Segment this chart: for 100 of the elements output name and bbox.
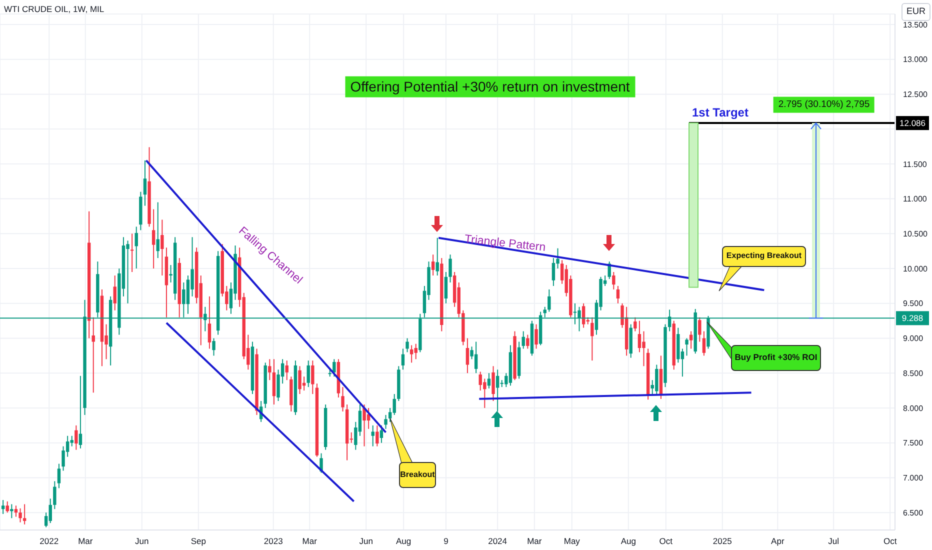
candlestick (376, 424, 379, 447)
candlestick (6, 500, 9, 514)
chart-title: WTI CRUDE OIL, 1W, MIL (4, 4, 104, 14)
y-tick-label: 12.500 (903, 90, 928, 100)
candlestick (298, 366, 302, 395)
candlestick (655, 364, 658, 395)
candlestick (380, 424, 384, 444)
annotation: Breakout (399, 462, 436, 488)
y-tick-label: 13.000 (903, 55, 928, 64)
candlestick (401, 348, 405, 370)
candlestick (492, 366, 495, 402)
x-tick-label: Mar (302, 536, 318, 546)
y-tick-label: 7.000 (903, 474, 924, 483)
annotation: 1st Target (692, 105, 748, 120)
candlestick (392, 394, 396, 416)
annotation: Buy Profit +30% ROI (731, 345, 821, 371)
candlestick (1, 500, 5, 514)
candlestick (53, 480, 56, 510)
candlestick (616, 285, 620, 304)
candlestick (208, 296, 212, 350)
candlestick (74, 424, 78, 450)
candlestick (371, 424, 374, 447)
candlestick (130, 233, 134, 272)
x-tick-label: Sep (190, 536, 206, 546)
candlestick (156, 202, 160, 259)
x-tick-label: Jun (135, 536, 150, 546)
candlestick (410, 344, 414, 364)
x-tick-label: 2023 (264, 536, 284, 546)
y-tick-label: 6.500 (903, 508, 924, 518)
candlestick (134, 226, 138, 270)
candlestick (685, 338, 688, 356)
candlestick (436, 237, 439, 276)
candlestick (126, 240, 130, 304)
x-tick-label: Jun (359, 536, 374, 546)
y-tick-label: 11.000 (903, 194, 928, 204)
candlestick (10, 504, 14, 519)
annotation: Triangle Pattern (464, 233, 546, 255)
x-tick-label: 2022 (40, 536, 59, 546)
candlestick (496, 369, 500, 412)
candlestick (48, 498, 52, 524)
candlestick (143, 160, 147, 206)
candlestick (332, 358, 336, 378)
candlestick (612, 272, 616, 290)
x-tick-label: May (564, 536, 581, 546)
candlestick (582, 302, 586, 328)
y-tick-label: 10.500 (903, 229, 928, 238)
candlestick (160, 219, 164, 276)
candlestick (113, 274, 116, 311)
candlestick (22, 504, 26, 525)
candlestick (414, 343, 418, 360)
ref-line-label: 9.288 (902, 313, 924, 324)
candlestick (57, 463, 61, 489)
x-tick-label: Oct (883, 536, 898, 546)
x-tick-label: Jul (828, 536, 840, 546)
candlestick (534, 324, 538, 350)
candlestick (487, 372, 491, 389)
x-tick-label: Oct (659, 536, 674, 546)
candlestick (272, 358, 276, 405)
y-tick-label: 8.500 (903, 368, 924, 378)
candlestick (689, 330, 693, 350)
candlestick (62, 446, 65, 472)
ref-line-label: 12.086 (900, 118, 926, 128)
annotation: Offering Potential +30% return on investment (345, 76, 635, 98)
candlestick (548, 288, 551, 312)
x-tick-label: Aug (620, 536, 636, 546)
y-tick-label: 9.500 (903, 299, 924, 308)
candlestick (212, 338, 216, 356)
candlestick (522, 330, 525, 350)
candlestick (552, 258, 556, 286)
candlestick (306, 360, 310, 388)
candlestick (311, 360, 314, 395)
candlestick (448, 254, 452, 283)
y-tick-label: 7.500 (903, 438, 924, 448)
x-tick-label: Apr (771, 536, 784, 546)
candlestick (642, 330, 646, 367)
candlestick (366, 407, 370, 430)
annotation: 2.795 (30.10%) 2,795 (773, 96, 875, 114)
candlestick (590, 316, 594, 362)
candlestick (92, 316, 95, 394)
candlestick (384, 414, 388, 430)
x-tick-label: Mar (527, 536, 542, 546)
candlestick (341, 386, 344, 412)
y-tick-label: 13.500 (903, 20, 928, 30)
candlestick (474, 341, 478, 374)
y-tick-label: 8.000 (903, 404, 924, 413)
candlestick (18, 508, 22, 523)
candlestick (78, 375, 82, 449)
x-tick-label: 2025 (712, 536, 732, 546)
x-tick-label: Aug (396, 536, 412, 546)
candlestick (526, 334, 530, 350)
x-tick-label: 9 (444, 536, 449, 546)
candlestick (444, 272, 448, 304)
candlestick (406, 338, 409, 353)
y-tick-label: 10.000 (903, 264, 928, 274)
candlestick (698, 316, 702, 342)
candlestick (14, 505, 18, 518)
candlestick (285, 360, 288, 381)
y-tick-label: 9.000 (903, 334, 924, 344)
candlestick (268, 358, 272, 381)
text: EUR (901, 3, 931, 21)
